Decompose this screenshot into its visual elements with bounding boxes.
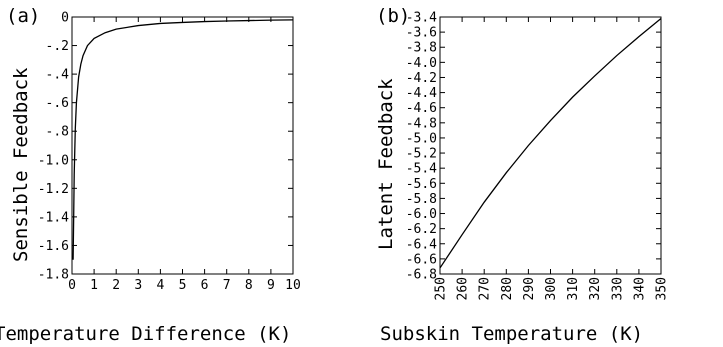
x-tick-label: 320 xyxy=(588,277,603,300)
panel-a-series-line xyxy=(72,19,294,260)
panel-a-x-axis-label: Temperature Difference (K) xyxy=(0,323,291,345)
x-tick-label: 290 xyxy=(522,277,537,300)
x-tick-label: 0 xyxy=(68,278,76,293)
y-tick-label: -1.6 xyxy=(38,239,69,254)
x-tick-label: 9 xyxy=(267,278,275,293)
x-tick-label: 330 xyxy=(610,277,625,300)
y-tick-label: -6.0 xyxy=(406,207,437,222)
x-tick-label: 6 xyxy=(201,278,209,293)
y-tick-label: 0 xyxy=(61,11,69,26)
y-tick-label: -6.8 xyxy=(406,268,437,283)
panel-a-y-ticks: 0 -.2 -.4 -.6 -.8 -1.0 -1.2 -1.4 -1.6 -1.8 xyxy=(38,11,293,283)
y-tick-label: -4.8 xyxy=(406,116,437,131)
x-tick-label: 340 xyxy=(632,277,647,300)
y-tick-label: -6.6 xyxy=(406,252,437,267)
panel-b-label: (b) xyxy=(376,5,410,27)
panel-b-y-axis-label: Latent Feedback xyxy=(375,78,397,250)
panel-b: (b) -3.4-3.6-3.8-4.0-4.2-4.4-4.6-4.8-5.0… xyxy=(375,5,670,345)
y-tick-label: -5.8 xyxy=(406,192,437,207)
panel-a-x-ticks: 0 1 2 3 4 5 6 7 8 9 10 xyxy=(68,17,301,293)
x-tick-label: 5 xyxy=(179,278,187,293)
x-tick-label: 280 xyxy=(500,277,515,300)
y-tick-label: -5.6 xyxy=(406,177,437,192)
y-tick-label: -5.0 xyxy=(406,131,437,146)
y-tick-label: -4.6 xyxy=(406,101,437,116)
y-tick-label: -3.4 xyxy=(406,11,437,26)
x-tick-label: 1 xyxy=(90,278,98,293)
x-tick-label: 7 xyxy=(223,278,231,293)
y-tick-label: -1.0 xyxy=(38,153,69,168)
y-tick-label: -6.2 xyxy=(406,222,437,237)
panel-a-label: (a) xyxy=(6,5,40,27)
y-tick-label: -4.4 xyxy=(406,86,437,101)
panel-b-series-line xyxy=(439,18,662,269)
x-tick-label: 300 xyxy=(544,277,559,300)
x-tick-label: 350 xyxy=(655,277,670,300)
y-tick-label: -.6 xyxy=(46,96,69,111)
x-tick-label: 8 xyxy=(245,278,253,293)
y-tick-label: -3.6 xyxy=(406,26,437,41)
panel-b-plot-frame xyxy=(439,16,662,275)
y-tick-label: -3.8 xyxy=(406,41,437,56)
panel-a-plot-frame xyxy=(71,16,294,275)
y-tick-label: -.8 xyxy=(46,125,69,140)
panel-b-x-ticks: 250 260 270 280 290 300 310 320 330 340 350 xyxy=(434,17,670,300)
x-tick-label: 4 xyxy=(156,278,164,293)
x-tick-label: 3 xyxy=(134,278,142,293)
y-tick-label: -5.2 xyxy=(406,147,437,162)
x-tick-label: 270 xyxy=(478,277,493,300)
x-tick-label: 260 xyxy=(456,277,471,300)
y-tick-label: -.2 xyxy=(46,39,69,54)
x-tick-label: 2 xyxy=(112,278,120,293)
y-tick-label: -1.2 xyxy=(38,182,69,197)
panel-b-y-ticks: -3.4-3.6-3.8-4.0-4.2-4.4-4.6-4.8-5.0-5.2… xyxy=(406,11,661,283)
y-tick-label: -1.4 xyxy=(38,210,69,225)
x-tick-label: 310 xyxy=(566,277,581,300)
y-tick-label: -4.2 xyxy=(406,71,437,86)
x-tick-label: 10 xyxy=(285,278,301,293)
x-tick-label: 250 xyxy=(434,277,449,300)
y-tick-label: -4.0 xyxy=(406,56,437,71)
panel-b-x-axis-label: Subskin Temperature (K) xyxy=(380,323,643,345)
y-tick-label: -.4 xyxy=(46,68,70,83)
y-tick-label: -6.4 xyxy=(406,237,437,252)
panel-a-y-axis-label: Sensible Feedback xyxy=(10,67,32,262)
y-tick-label: -5.4 xyxy=(406,162,437,177)
y-tick-label: -1.8 xyxy=(38,268,69,283)
